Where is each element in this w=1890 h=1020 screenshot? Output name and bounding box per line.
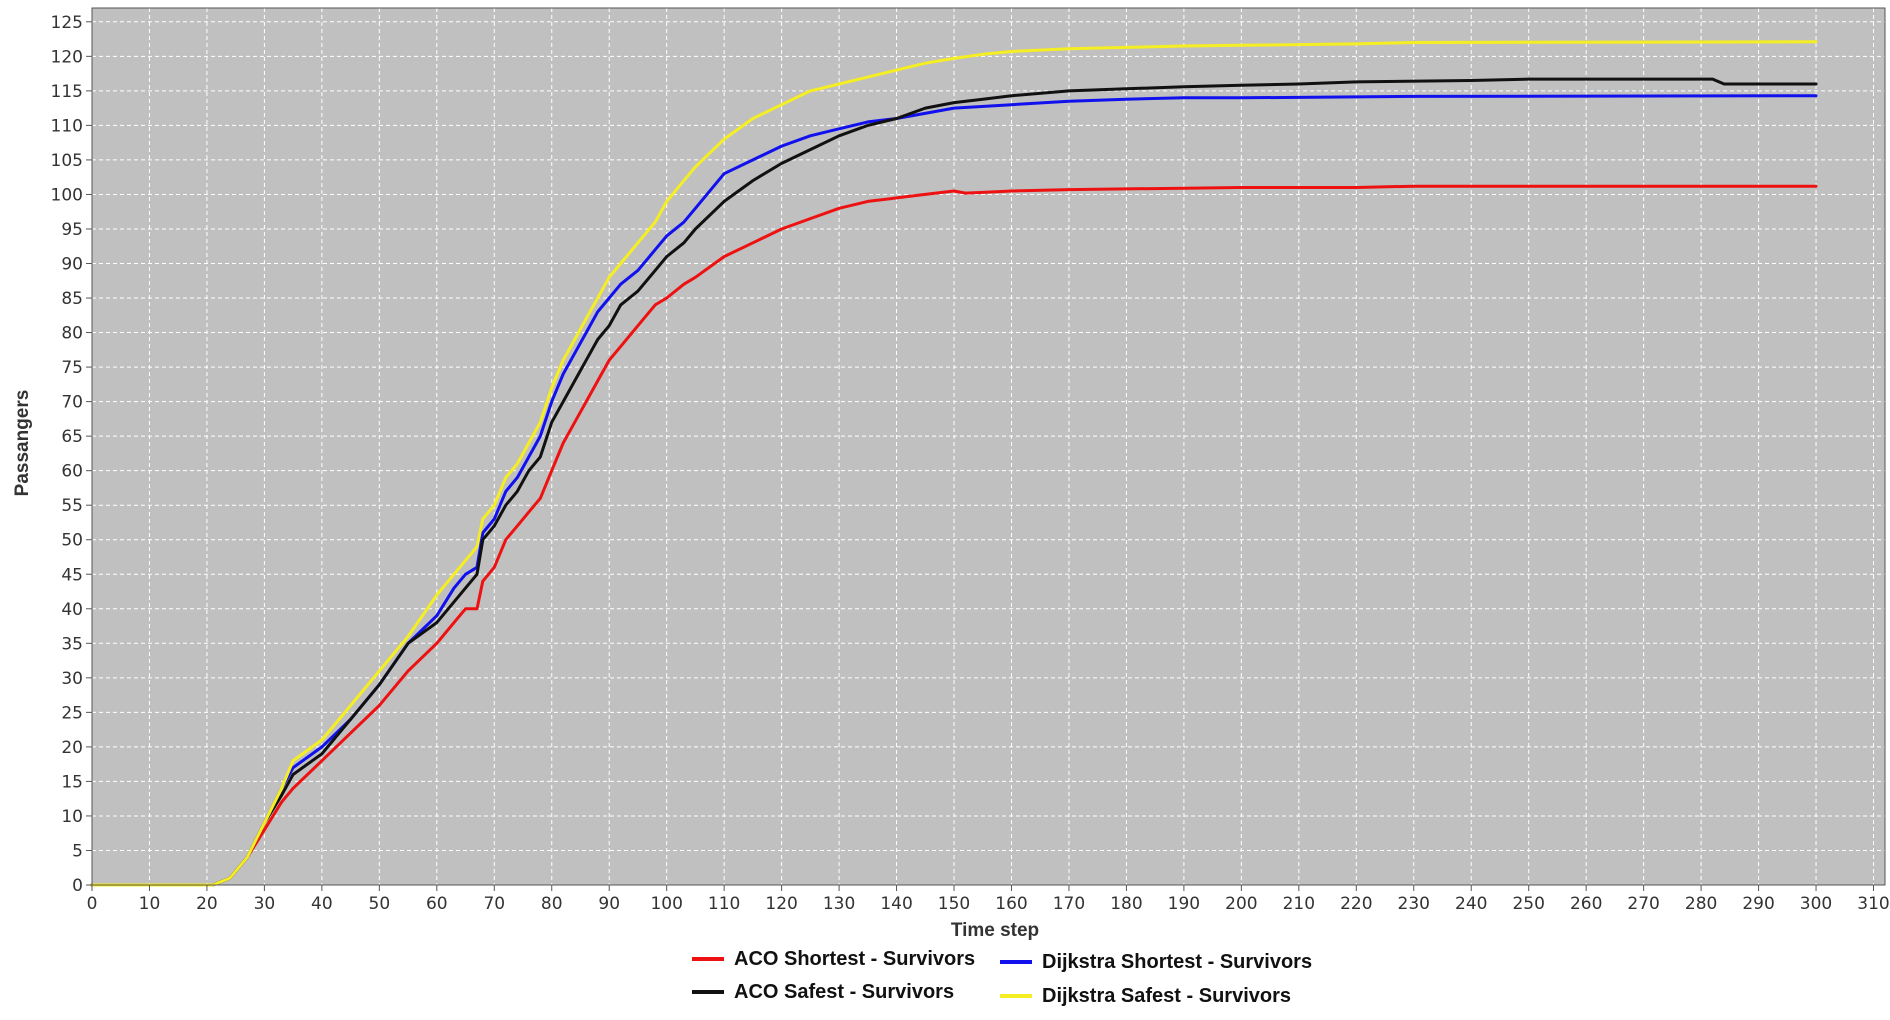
y-tick-label: 20 xyxy=(61,738,83,758)
y-tick-label: 60 xyxy=(61,462,83,482)
x-tick-label: 110 xyxy=(708,894,740,914)
x-tick-label: 120 xyxy=(765,894,797,914)
legend-entry-label: Dijkstra Safest - Survivors xyxy=(1042,985,1291,1007)
x-tick-label: 80 xyxy=(541,894,563,914)
y-tick-label: 25 xyxy=(61,703,83,723)
x-tick-label: 170 xyxy=(1053,894,1085,914)
x-tick-label: 0 xyxy=(87,894,98,914)
legend-entry-label: Dijkstra Shortest - Survivors xyxy=(1042,951,1312,973)
x-axis-title: Time step xyxy=(951,920,1039,941)
y-tick-label: 105 xyxy=(51,151,83,171)
x-tick-label: 70 xyxy=(483,894,505,914)
x-tick-label: 210 xyxy=(1283,894,1315,914)
x-tick-label: 140 xyxy=(880,894,912,914)
x-tick-label: 10 xyxy=(139,894,161,914)
y-tick-label: 35 xyxy=(61,634,83,654)
x-tick-label: 190 xyxy=(1168,894,1200,914)
x-tick-label: 220 xyxy=(1340,894,1372,914)
x-axis-ticks: 0 10 20 30 40 50 60 70 80 90 100 110 120 130 140 150 160… xyxy=(87,885,1890,914)
y-tick-label: 30 xyxy=(61,669,83,689)
legend-entry-label: ACO Safest - Survivors xyxy=(734,981,954,1003)
x-tick-label: 280 xyxy=(1685,894,1717,914)
legend-entry-label: ACO Shortest - Survivors xyxy=(734,948,975,970)
y-tick-label: 115 xyxy=(51,82,83,102)
x-tick-label: 30 xyxy=(254,894,276,914)
series-layer xyxy=(90,40,1818,887)
x-tick-label: 90 xyxy=(598,894,620,914)
x-tick-label: 50 xyxy=(369,894,391,914)
x-tick-label: 300 xyxy=(1800,894,1832,914)
y-tick-label: 120 xyxy=(51,47,83,67)
y-tick-label: 75 xyxy=(61,358,83,378)
y-tick-label: 45 xyxy=(61,565,83,585)
x-tick-label: 180 xyxy=(1110,894,1142,914)
y-tick-label: 55 xyxy=(61,496,83,516)
x-tick-label: 40 xyxy=(311,894,333,914)
x-tick-label: 270 xyxy=(1627,894,1659,914)
x-tick-label: 130 xyxy=(823,894,855,914)
series-line-3 xyxy=(90,77,1818,887)
series-line-1 xyxy=(90,184,1818,887)
y-tick-label: 110 xyxy=(51,116,83,136)
y-tick-label: 15 xyxy=(61,772,83,792)
y-tick-label: 100 xyxy=(51,185,83,205)
y-axis-ticks: 0 5 10 15 20 25 30 35 40 45 50 55 60 65 70 75 80 85 90 95 10… xyxy=(51,13,92,896)
y-tick-label: 0 xyxy=(72,876,83,896)
y-tick-label: 5 xyxy=(72,841,83,861)
y-tick-label: 95 xyxy=(61,220,83,240)
plot-background xyxy=(92,8,1885,885)
x-tick-label: 310 xyxy=(1857,894,1889,914)
x-tick-label: 60 xyxy=(426,894,448,914)
plot-frame xyxy=(91,7,1886,886)
x-tick-label: 20 xyxy=(196,894,218,914)
legend: ACO Shortest - Survivors Dijkstra Shortes… xyxy=(692,948,1312,1007)
series-line-4 xyxy=(90,40,1818,887)
x-tick-label: 250 xyxy=(1512,894,1544,914)
x-tick-label: 100 xyxy=(650,894,682,914)
x-tick-label: 150 xyxy=(938,894,970,914)
x-tick-label: 160 xyxy=(995,894,1027,914)
y-tick-label: 70 xyxy=(61,393,83,413)
y-tick-label: 85 xyxy=(61,289,83,309)
y-tick-label: 40 xyxy=(61,600,83,620)
x-tick-label: 200 xyxy=(1225,894,1257,914)
x-tick-label: 230 xyxy=(1398,894,1430,914)
x-tick-label: 240 xyxy=(1455,894,1487,914)
y-tick-label: 65 xyxy=(61,427,83,447)
y-tick-label: 10 xyxy=(61,807,83,827)
y-tick-label: 50 xyxy=(61,531,83,551)
y-tick-label: 90 xyxy=(61,255,83,275)
y-tick-label: 125 xyxy=(51,13,83,33)
y-axis-title: Passangers xyxy=(12,390,33,497)
x-tick-label: 290 xyxy=(1742,894,1774,914)
x-tick-label: 260 xyxy=(1570,894,1602,914)
y-tick-label: 80 xyxy=(61,324,83,344)
